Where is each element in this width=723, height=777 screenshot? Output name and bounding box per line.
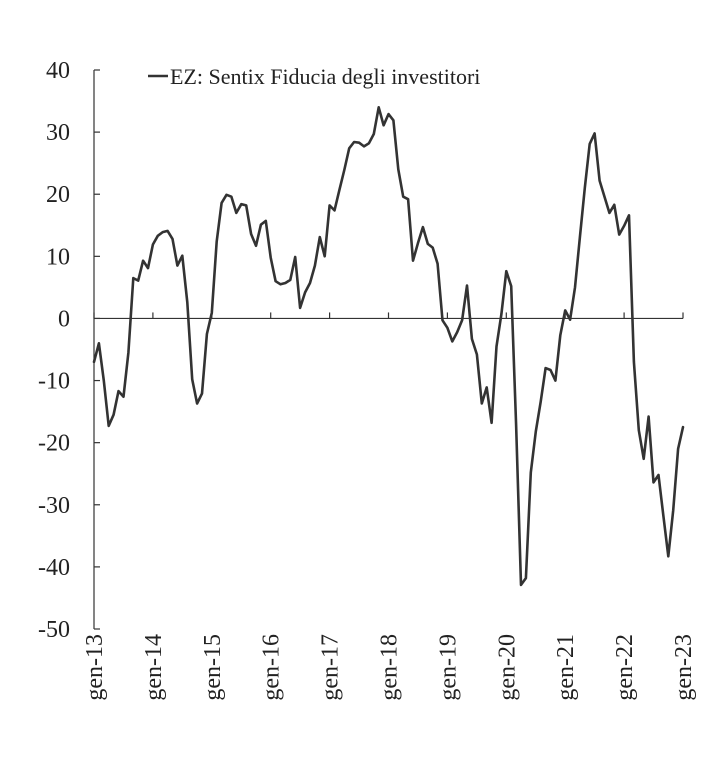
- y-tick-label: -50: [38, 617, 70, 643]
- x-tick-label: gen-20: [494, 634, 520, 701]
- y-tick-label: 40: [46, 58, 70, 84]
- y-tick-label: -30: [38, 493, 70, 519]
- x-tick-label: gen-19: [435, 634, 461, 701]
- x-tick-label: gen-16: [259, 634, 285, 701]
- series-layer: [92, 106, 685, 587]
- x-tick-label: gen-14: [141, 634, 167, 701]
- x-tick-label: gen-18: [377, 634, 403, 701]
- y-tick-label: 20: [46, 182, 70, 208]
- y-tick-label: 30: [46, 120, 70, 146]
- x-tick-labels: gen-13 gen-14 gen-15 gen-16 gen-17 gen-18 gen-…: [82, 634, 697, 701]
- legend: EZ: Sentix Fiducia degli investitori: [148, 64, 480, 89]
- x-tick-label: gen-13: [82, 634, 108, 701]
- series-line-sentix: [92, 106, 685, 587]
- y-tick-label: 10: [46, 244, 70, 270]
- legend-label: EZ: Sentix Fiducia degli investitori: [170, 64, 480, 89]
- x-tick-label: gen-17: [318, 634, 344, 701]
- y-tick-labels: 40 30 20 10 0 -10 -20 -30 -40 -50: [38, 58, 70, 643]
- y-tick-label: -40: [38, 555, 70, 581]
- axes: [93, 69, 684, 630]
- y-tick-label: 0: [58, 306, 70, 332]
- x-tick-label: gen-15: [200, 634, 226, 701]
- y-tick-label: -20: [38, 431, 70, 457]
- x-tick-label: gen-23: [671, 634, 697, 701]
- y-tick-label: -10: [38, 369, 70, 395]
- x-tick-label: gen-22: [612, 634, 638, 701]
- x-tick-label: gen-21: [553, 634, 579, 701]
